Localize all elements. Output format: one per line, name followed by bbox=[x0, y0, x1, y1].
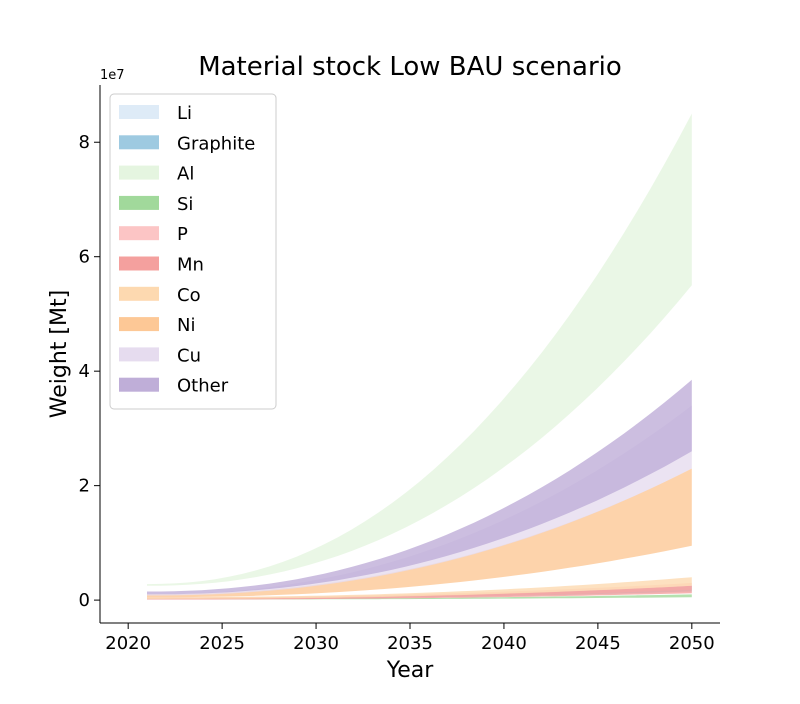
x-tick-label: 2025 bbox=[199, 633, 245, 654]
legend-swatch-p bbox=[119, 226, 159, 241]
legend-swatch-cu bbox=[119, 347, 159, 362]
bands-layer bbox=[147, 113, 692, 600]
x-tick-label: 2030 bbox=[293, 633, 339, 654]
area-band-mn bbox=[147, 585, 692, 600]
legend-swatch-si bbox=[119, 195, 159, 210]
legend-label-mn: Mn bbox=[177, 255, 204, 276]
area-band-al bbox=[147, 113, 692, 586]
legend-swatch-mn bbox=[119, 256, 159, 271]
axes-layer: 2020 2025 2030 2035 2040 2045 2050 0 2 4 6 8 bbox=[79, 85, 720, 654]
y-tick-label: 0 bbox=[79, 590, 90, 611]
legend-label-other: Other bbox=[177, 376, 229, 397]
x-tick-label: 2050 bbox=[669, 633, 715, 654]
x-tick-label: 2045 bbox=[575, 633, 621, 654]
legend-label-si: Si bbox=[177, 194, 193, 215]
legend-label-co: Co bbox=[177, 285, 201, 306]
legend-swatch-al bbox=[119, 165, 159, 180]
legend-label-p: P bbox=[177, 224, 188, 245]
legend-label-cu: Cu bbox=[177, 345, 201, 366]
y-tick-label: 8 bbox=[79, 132, 90, 153]
legend-label-graphite: Graphite bbox=[177, 133, 255, 154]
y-tick-label: 4 bbox=[79, 361, 90, 382]
area-band-si bbox=[147, 594, 692, 600]
x-tick-label: 2040 bbox=[481, 633, 527, 654]
legend-swatch-graphite bbox=[119, 135, 159, 150]
area-band-ni bbox=[147, 468, 692, 598]
legend-swatch-co bbox=[119, 286, 159, 301]
x-tick-label: 2020 bbox=[105, 633, 151, 654]
legend-label-ni: Ni bbox=[177, 315, 195, 336]
legend-swatch-ni bbox=[119, 317, 159, 332]
y-axis-label: Weight [Mt] bbox=[47, 290, 72, 418]
area-band-other bbox=[147, 379, 692, 595]
x-axis-label: Year bbox=[386, 658, 435, 683]
y-axis-offset-label: 1e7 bbox=[100, 68, 125, 83]
legend: Li Graphite Al Si P Mn Co Ni Cu Other bbox=[109, 93, 277, 410]
legend-label-li: Li bbox=[177, 103, 192, 124]
legend-label-al: Al bbox=[177, 164, 194, 185]
legend-swatch-li bbox=[119, 105, 159, 119]
chart-title: Material stock Low BAU scenario bbox=[198, 52, 622, 82]
legend-swatch-other bbox=[119, 377, 159, 392]
x-tick-label: 2035 bbox=[387, 633, 433, 654]
area-band-co bbox=[147, 577, 692, 599]
y-tick-label: 6 bbox=[79, 247, 90, 268]
y-tick-label: 2 bbox=[79, 476, 90, 497]
